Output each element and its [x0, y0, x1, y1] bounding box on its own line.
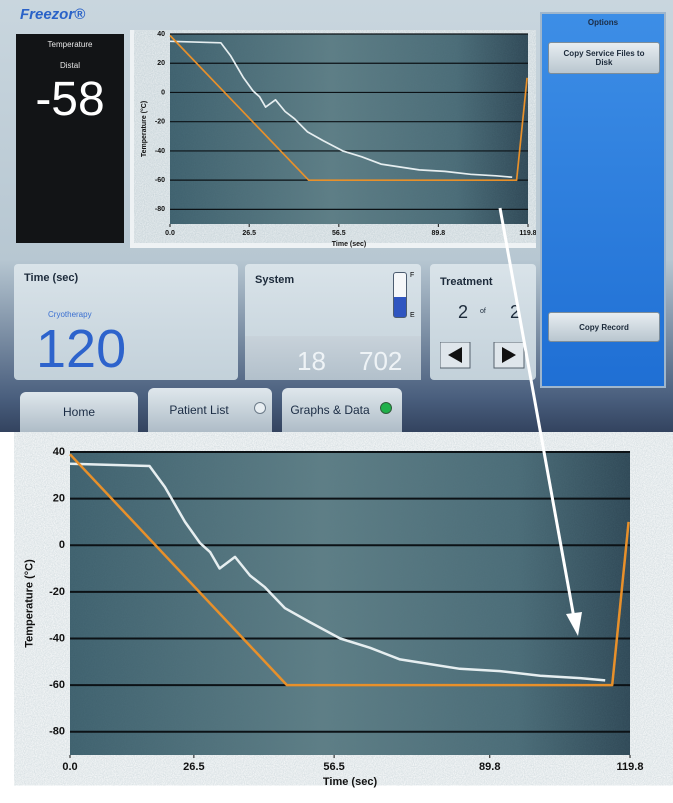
x-tick-label: 56.5 [332, 230, 346, 237]
treatment-current: 2 [458, 302, 468, 323]
x-tick-label: 89.8 [479, 761, 500, 773]
x-tick-label: 26.5 [242, 230, 256, 237]
y-tick-label: -60 [49, 679, 65, 691]
x-axis-label: Time (sec) [332, 241, 367, 248]
status-led [254, 402, 266, 414]
treatment-of: of [480, 308, 486, 315]
plot-texture [70, 452, 630, 755]
plot-texture [170, 34, 528, 224]
chart-panel: 40 20 0 -20 -40 -60 -80 0.0 26.5 56.5 89.8 119.8 Tim… [130, 30, 536, 248]
y-tick-label: 40 [53, 446, 65, 458]
x-axis-label: Time (sec) [323, 776, 378, 788]
y-axis-label: Temperature (°C) [140, 101, 148, 157]
status-led [380, 402, 392, 414]
x-tick-label: 56.5 [323, 761, 344, 773]
x-tick-label: 0.0 [62, 761, 77, 773]
y-tick-label: -80 [49, 726, 65, 738]
nav-arrows [440, 342, 532, 370]
y-axis-label: Temperature (°C) [24, 559, 36, 648]
temperature-readout: -58 [16, 72, 124, 127]
panel-title: Temperature [16, 40, 124, 49]
panel-title: System [255, 274, 294, 286]
device-screen: Freezor® Temperature Distal -58 40 20 0 -20… [0, 0, 673, 432]
x-tick-label: 26.5 [183, 761, 204, 773]
x-tick-label: 89.8 [432, 230, 446, 237]
y-tick-label: -20 [155, 119, 165, 126]
y-tick-label: 0 [161, 89, 165, 96]
tank-gauge [393, 272, 407, 318]
y-tick-label: 20 [157, 60, 165, 67]
tab[interactable]: Home [20, 392, 138, 432]
panel-title: Options [542, 18, 664, 27]
options-button[interactable]: Copy Service Files to Disk [548, 42, 660, 74]
chart: 40 20 0 -20 -40 -60 -80 0.0 26.5 56.5 89.8 119.8 Tim… [0, 432, 673, 803]
system-readout: 18 [297, 346, 326, 377]
panel-title: Time (sec) [24, 272, 78, 284]
x-tick-label: 119.8 [617, 761, 644, 773]
treatment-panel: Treatment 2 of 2 [430, 264, 536, 380]
temperature-panel: Temperature Distal -58 [16, 34, 124, 243]
gauge-label: E [410, 312, 415, 319]
y-tick-label: 40 [157, 31, 165, 38]
treatment-total: 2 [510, 302, 520, 323]
y-tick-label: -40 [49, 632, 65, 644]
y-tick-label: -20 [49, 586, 65, 598]
y-tick-label: -80 [155, 206, 165, 213]
system-panel: System F E 18 702 [245, 264, 421, 380]
page: Freezor® Temperature Distal -58 40200-20… [0, 0, 673, 803]
gauge-label: F [410, 272, 414, 279]
y-tick-label: -40 [155, 148, 165, 155]
y-tick-label: -60 [155, 177, 165, 184]
options-button[interactable]: Copy Record [548, 312, 660, 342]
time-readout: 120 [36, 318, 126, 380]
time-panel: Time (sec) Cryotherapy 120 [14, 264, 238, 380]
system-readout: 702 [359, 346, 402, 377]
y-tick-label: 20 [53, 493, 65, 505]
options-panel: Options Copy Service Files to Disk Copy … [540, 12, 666, 388]
x-tick-label: 119.8 [519, 230, 536, 237]
probe-label: Distal [16, 61, 124, 70]
y-tick-label: 0 [59, 539, 65, 551]
brand: Freezor® [20, 6, 85, 23]
x-tick-label: 0.0 [165, 230, 175, 237]
panel-title: Treatment [440, 276, 493, 288]
chart: 40 20 0 -20 -40 -60 -80 0.0 26.5 56.5 89.8 119.8 Tim… [130, 30, 536, 248]
